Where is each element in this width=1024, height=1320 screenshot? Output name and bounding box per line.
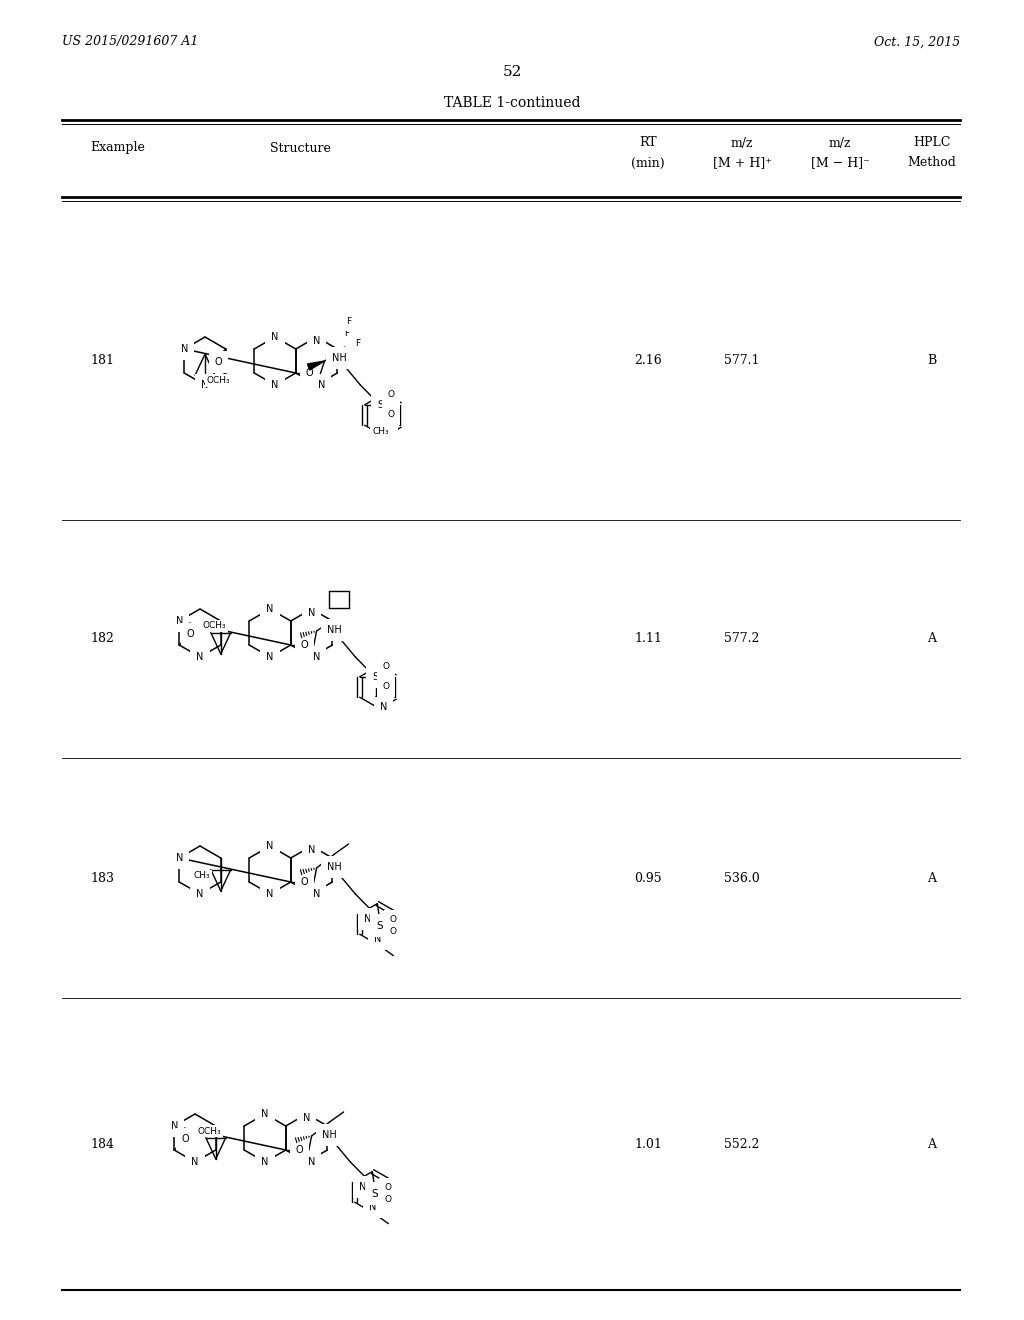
Text: S: S [371,1188,378,1199]
Text: 2.16: 2.16 [634,354,662,367]
Text: N: N [202,380,209,389]
Text: m/z: m/z [828,136,851,149]
Text: N: N [261,1109,268,1119]
Text: CH₃: CH₃ [373,426,389,436]
Text: 181: 181 [90,354,114,367]
Text: N: N [261,1158,268,1167]
Text: OCH₃: OCH₃ [202,622,226,631]
Text: N: N [303,1113,310,1123]
Text: A: A [928,631,937,644]
Text: N: N [308,845,315,855]
Text: N: N [197,652,204,663]
Polygon shape [307,360,325,370]
Text: CH₃: CH₃ [194,871,210,880]
Text: US 2015/0291607 A1: US 2015/0291607 A1 [62,36,199,49]
Text: NH: NH [327,624,342,635]
Text: N: N [271,333,279,342]
Text: A: A [928,871,937,884]
Text: N: N [175,616,183,626]
Text: OCH₃: OCH₃ [198,1126,221,1135]
Text: (min): (min) [631,157,665,169]
Text: O: O [385,1183,392,1192]
Text: N: N [308,1158,315,1167]
Text: 1.01: 1.01 [634,1138,662,1151]
Text: O: O [387,411,394,420]
Text: NH: NH [322,1130,337,1140]
Text: N: N [180,345,187,354]
Text: S: S [376,920,383,931]
Text: N: N [266,605,273,614]
Text: 184: 184 [90,1138,114,1151]
Text: N: N [364,913,372,924]
Text: O: O [301,640,308,649]
Text: N: N [313,652,321,663]
Text: 577.1: 577.1 [724,354,760,367]
Text: N: N [359,1181,367,1192]
Text: N: N [313,337,321,346]
Text: O: O [382,663,389,672]
Text: Method: Method [907,157,956,169]
Text: N: N [266,652,273,663]
Text: O: O [382,682,389,692]
Text: 0.95: 0.95 [634,871,662,884]
Text: 577.2: 577.2 [724,631,760,644]
Text: N: N [380,702,387,713]
Text: Oct. 15, 2015: Oct. 15, 2015 [873,36,961,49]
Text: F: F [344,330,349,338]
Text: NH: NH [327,862,342,873]
Text: 1.11: 1.11 [634,631,662,644]
Text: A: A [928,1138,937,1151]
Text: N: N [266,888,273,899]
Text: N: N [175,853,183,863]
Text: 182: 182 [90,631,114,644]
Text: O: O [390,927,397,936]
Text: O: O [306,368,313,378]
Text: N: N [171,1121,178,1131]
Text: N: N [271,380,279,389]
Text: N: N [191,1158,199,1167]
Text: HPLC: HPLC [913,136,950,149]
Text: B: B [928,354,937,367]
Text: [M − H]⁻: [M − H]⁻ [811,157,869,169]
Text: N: N [308,609,315,618]
Text: O: O [181,1134,189,1144]
Text: m/z: m/z [731,136,754,149]
Text: [M + H]⁺: [M + H]⁺ [713,157,771,169]
Text: N: N [374,935,381,944]
Text: O: O [390,915,397,924]
Text: OCH₃: OCH₃ [207,376,230,385]
Text: Structure: Structure [269,141,331,154]
Text: O: O [296,1144,303,1155]
Text: O: O [301,876,308,887]
Text: S: S [378,400,384,409]
Text: Example: Example [90,141,144,154]
Text: N: N [385,430,392,441]
Text: O: O [387,391,394,399]
Text: N: N [313,888,321,899]
Text: 552.2: 552.2 [724,1138,760,1151]
Text: O: O [186,630,194,639]
Text: N: N [369,1203,376,1212]
Text: S: S [373,672,379,682]
Text: N: N [197,888,204,899]
Text: O: O [385,1195,392,1204]
Text: NH: NH [332,352,347,363]
Text: TABLE 1-continued: TABLE 1-continued [443,96,581,110]
Text: F: F [346,317,351,326]
Text: F: F [355,338,360,347]
Text: N: N [266,841,273,851]
Text: N: N [317,380,326,389]
Text: RT: RT [639,136,656,149]
Text: 536.0: 536.0 [724,871,760,884]
Text: O: O [215,356,222,367]
Text: 52: 52 [503,65,521,79]
Text: 183: 183 [90,871,114,884]
